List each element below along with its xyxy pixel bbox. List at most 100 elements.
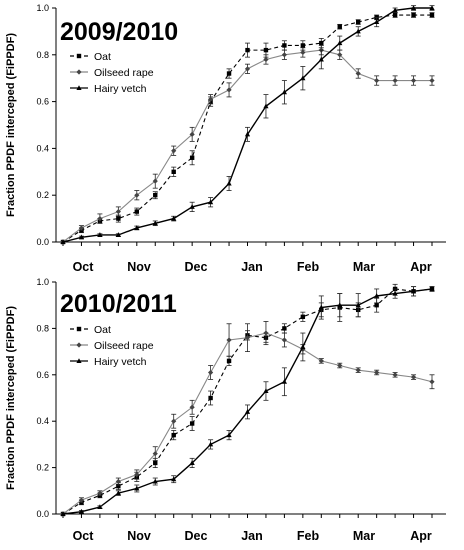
- data-point: [281, 89, 287, 95]
- y-tick-label: 1.0: [36, 277, 49, 287]
- y-tick-label: 0.8: [36, 323, 49, 333]
- data-point: [97, 232, 103, 237]
- data-point: [337, 52, 343, 58]
- series-hairy-vetch: [60, 286, 435, 516]
- y-tick-label: 0.8: [36, 50, 49, 60]
- data-point: [78, 497, 85, 503]
- data-point: [300, 75, 306, 81]
- data-point: [60, 239, 66, 244]
- data-point: [245, 47, 250, 53]
- data-point: [318, 358, 324, 364]
- data-point: [189, 421, 195, 426]
- data-point: [318, 304, 324, 310]
- y-tick-label: 0.0: [36, 237, 49, 247]
- data-point: [153, 460, 158, 466]
- data-point: [337, 362, 343, 369]
- data-point: [226, 87, 232, 93]
- y-tick-label: 0.2: [36, 463, 49, 473]
- data-point: [208, 441, 214, 447]
- data-point: [355, 28, 361, 34]
- data-point: [355, 302, 361, 308]
- data-point: [355, 70, 361, 77]
- data-point: [226, 180, 232, 186]
- data-point: [226, 358, 232, 364]
- data-point: [263, 47, 269, 53]
- month-label: Feb: [297, 529, 320, 543]
- chart-panel-2: 0.0 0.2 0.4 0.6 0.8 1.0 Oct Nov Dec Jan Feb Mar Apr F…: [5, 277, 446, 543]
- data-point: [208, 199, 214, 205]
- data-point: [374, 19, 380, 25]
- data-point: [392, 77, 398, 84]
- data-point: [226, 432, 232, 438]
- data-point: [189, 131, 195, 137]
- month-label: Apr: [410, 260, 432, 274]
- y-tick-label: 0.0: [36, 509, 49, 519]
- data-point: [97, 216, 103, 222]
- data-point: [134, 471, 140, 478]
- data-point: [429, 286, 435, 291]
- month-label: Oct: [73, 260, 95, 274]
- data-point: [244, 409, 251, 414]
- data-point: [374, 369, 380, 376]
- data-point: [319, 40, 324, 46]
- data-point: [189, 155, 195, 160]
- data-point: [171, 215, 177, 221]
- data-point: [392, 372, 398, 378]
- data-point: [115, 208, 121, 215]
- data-point: [281, 378, 287, 384]
- series-oilseed-rape: [60, 321, 435, 517]
- data-point: [429, 12, 435, 18]
- data-point: [134, 225, 140, 230]
- data-point: [97, 490, 103, 496]
- data-point: [300, 43, 306, 48]
- data-point: [281, 52, 287, 58]
- data-point: [392, 7, 398, 13]
- data-point: [152, 478, 158, 484]
- month-label: Feb: [297, 260, 320, 274]
- data-point: [97, 504, 103, 510]
- legend-label: Hairy vetch: [94, 356, 147, 368]
- data-point: [263, 330, 269, 336]
- data-point: [152, 451, 158, 457]
- data-point: [429, 5, 435, 10]
- data-point: [134, 192, 140, 198]
- data-point: [410, 288, 417, 294]
- month-label: Apr: [410, 529, 432, 543]
- data-point: [244, 66, 251, 72]
- month-label: Dec: [185, 260, 208, 274]
- legend: Oat Oilseed rape Hairy vetch: [70, 51, 154, 95]
- data-point: [134, 209, 139, 214]
- month-label: Oct: [73, 529, 95, 543]
- data-point: [282, 43, 287, 48]
- data-point: [78, 225, 85, 231]
- data-point: [244, 335, 251, 341]
- data-point: [263, 103, 269, 109]
- legend-label: Oilseed rape: [94, 67, 154, 79]
- series-oilseed-rape: [60, 45, 435, 245]
- y-tick-label: 0.4: [36, 416, 49, 426]
- legend-marker: [76, 85, 82, 90]
- legend-label: Oat: [94, 51, 111, 63]
- legend-marker: [76, 342, 82, 348]
- data-point: [429, 77, 435, 84]
- data-point: [208, 395, 213, 401]
- data-point: [78, 234, 85, 240]
- data-point: [115, 490, 121, 496]
- month-label: Nov: [127, 260, 151, 274]
- data-point: [374, 303, 379, 308]
- data-point: [337, 40, 343, 46]
- data-point: [392, 290, 398, 296]
- legend-label: Oilseed rape: [94, 340, 154, 352]
- legend-marker: [76, 69, 82, 75]
- y-tick-label: 0.6: [36, 97, 49, 107]
- series-hairy-vetch: [60, 5, 435, 244]
- data-point: [171, 148, 177, 154]
- chart-panel-1: 0.0 0.2 0.4 0.6 0.8 1.0 Oct Nov Dec Jan Feb Mar Apr F…: [5, 3, 446, 274]
- data-point: [189, 204, 195, 209]
- data-point: [337, 302, 343, 308]
- chart-title: 2009/2010: [60, 18, 178, 46]
- month-label: Nov: [127, 529, 151, 543]
- data-point: [152, 220, 158, 226]
- legend-marker: [76, 53, 82, 59]
